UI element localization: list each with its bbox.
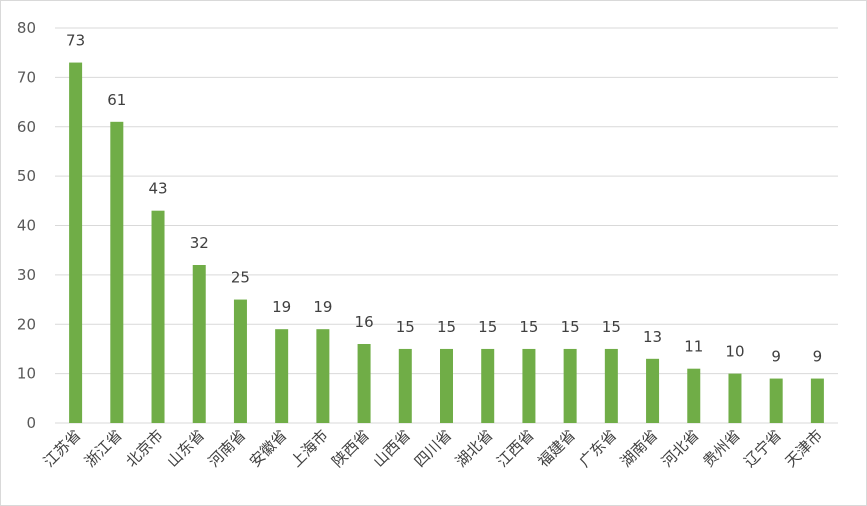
bar-7 [357,344,371,423]
y-tick-label: 40 [17,217,36,235]
data-label: 15 [519,318,538,336]
data-label: 25 [231,269,250,287]
x-tick-label: 安徽省 [246,426,291,471]
data-label: 15 [602,318,621,336]
data-label: 15 [561,318,580,336]
bar-16 [728,373,742,423]
data-label: 19 [313,298,332,316]
bar-6 [316,329,330,423]
data-label: 15 [437,318,456,336]
bar-5 [275,329,289,423]
y-tick-label: 20 [17,315,36,333]
x-tick-label: 陕西省 [328,426,373,471]
data-label: 15 [478,318,497,336]
data-label: 10 [725,343,744,361]
x-axis-labels: 江苏省浙江省北京市山东省河南省安徽省上海市陕西省山西省四川省湖北省江西省福建省广… [40,426,826,471]
y-tick-label: 70 [17,68,36,86]
y-tick-label: 10 [17,365,36,383]
x-tick-label: 河南省 [205,426,250,471]
y-tick-label: 50 [17,167,36,185]
bar-13 [604,348,618,423]
x-tick-label: 浙江省 [81,426,126,471]
bars [69,62,824,423]
data-label: 43 [148,180,167,198]
x-tick-label: 河北省 [658,426,703,471]
bar-18 [810,378,824,423]
data-label: 61 [107,91,126,109]
x-tick-label: 天津市 [782,426,827,471]
data-label: 73 [66,32,85,50]
data-label: 11 [684,338,703,356]
bar-0 [69,62,83,423]
x-tick-label: 山西省 [370,426,415,471]
data-labels: 73 61 43 32 25 19 19 16 15 15 15 15 15 15 13 11 10 9 9 [66,32,822,366]
data-label: 9 [813,348,823,366]
data-label: 15 [396,318,415,336]
x-tick-label: 四川省 [411,426,456,471]
gridlines [55,27,838,424]
data-label: 9 [771,348,781,366]
bar-15 [687,368,701,423]
x-tick-label: 湖南省 [617,426,662,471]
bar-3 [192,265,206,423]
x-tick-label: 福建省 [534,426,579,471]
bar-11 [522,348,536,423]
x-tick-label: 湖北省 [452,426,497,471]
data-label: 19 [272,298,291,316]
x-tick-label: 北京市 [122,426,167,471]
x-tick-label: 江西省 [493,426,538,471]
x-tick-label: 江苏省 [40,426,85,471]
data-label: 13 [643,328,662,346]
bar-9 [440,348,453,423]
x-tick-label: 上海市 [287,426,332,471]
bar-14 [646,358,660,423]
bar-2 [151,210,165,423]
data-label: 16 [355,313,374,331]
y-tick-label: 0 [26,414,36,432]
y-axis-ticks: 0 10 20 30 40 50 60 70 80 [17,19,36,432]
y-tick-label: 60 [17,118,36,136]
x-tick-label: 贵州省 [699,426,744,471]
bar-10 [481,348,495,423]
bar-12 [563,348,577,423]
x-tick-label: 山东省 [164,426,209,471]
bar-1 [110,121,124,423]
bar-17 [769,378,783,423]
bar-8 [398,348,412,423]
x-tick-label: 辽宁省 [740,426,785,471]
data-label: 32 [190,234,209,252]
bar-4 [233,299,247,423]
y-tick-label: 80 [17,19,36,37]
y-tick-label: 30 [17,266,36,284]
x-tick-label: 广东省 [576,426,621,471]
